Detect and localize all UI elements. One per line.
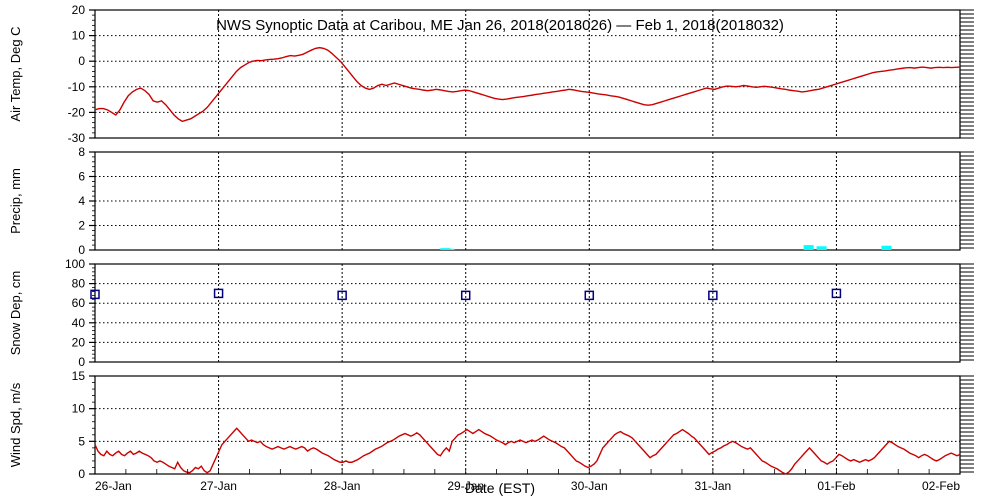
svg-text:01-Feb: 01-Feb [817, 479, 855, 493]
svg-text:4: 4 [78, 194, 85, 208]
svg-text:-30: -30 [68, 131, 86, 145]
svg-text:80: 80 [72, 277, 86, 291]
svg-text:0: 0 [78, 355, 85, 369]
svg-text:-10: -10 [68, 80, 86, 94]
svg-text:10: 10 [72, 402, 86, 416]
svg-text:20: 20 [72, 335, 86, 349]
svg-text:2: 2 [78, 219, 85, 233]
svg-text:10: 10 [72, 29, 86, 43]
synoptic-chart-svg: -30 -20 -10 0 10 20 Air Temp, Deg C 0 2 4 6 8 Preci… [0, 0, 1000, 500]
svg-text:15: 15 [72, 369, 86, 383]
svg-text:26-Jan: 26-Jan [95, 479, 132, 493]
chart-title: NWS Synoptic Data at Caribou, ME Jan 26,… [216, 17, 784, 34]
chart-root: -30 -20 -10 0 10 20 Air Temp, Deg C 0 2 4 6 8 Preci… [0, 0, 1000, 500]
svg-text:100: 100 [65, 257, 85, 271]
svg-text:0: 0 [78, 243, 85, 257]
svg-text:27-Jan: 27-Jan [200, 479, 237, 493]
svg-text:5: 5 [78, 434, 85, 448]
svg-text:30-Jan: 30-Jan [571, 479, 608, 493]
svg-text:Snow Dep, cm: Snow Dep, cm [8, 271, 23, 356]
svg-text:40: 40 [72, 316, 86, 330]
svg-text:Wind Spd, m/s: Wind Spd, m/s [8, 382, 23, 467]
svg-text:Precip, mm: Precip, mm [8, 168, 23, 234]
svg-text:28-Jan: 28-Jan [324, 479, 361, 493]
svg-text:60: 60 [72, 296, 86, 310]
svg-text:02-Feb: 02-Feb [922, 479, 960, 493]
xaxis-title: Date (EST) [465, 480, 535, 496]
svg-text:0: 0 [78, 54, 85, 68]
svg-text:31-Jan: 31-Jan [695, 479, 732, 493]
svg-text:6: 6 [78, 170, 85, 184]
svg-text:Air Temp, Deg C: Air Temp, Deg C [8, 26, 23, 121]
svg-text:20: 20 [72, 3, 86, 17]
svg-text:-20: -20 [68, 105, 86, 119]
svg-text:8: 8 [78, 145, 85, 159]
svg-text:0: 0 [78, 467, 85, 481]
